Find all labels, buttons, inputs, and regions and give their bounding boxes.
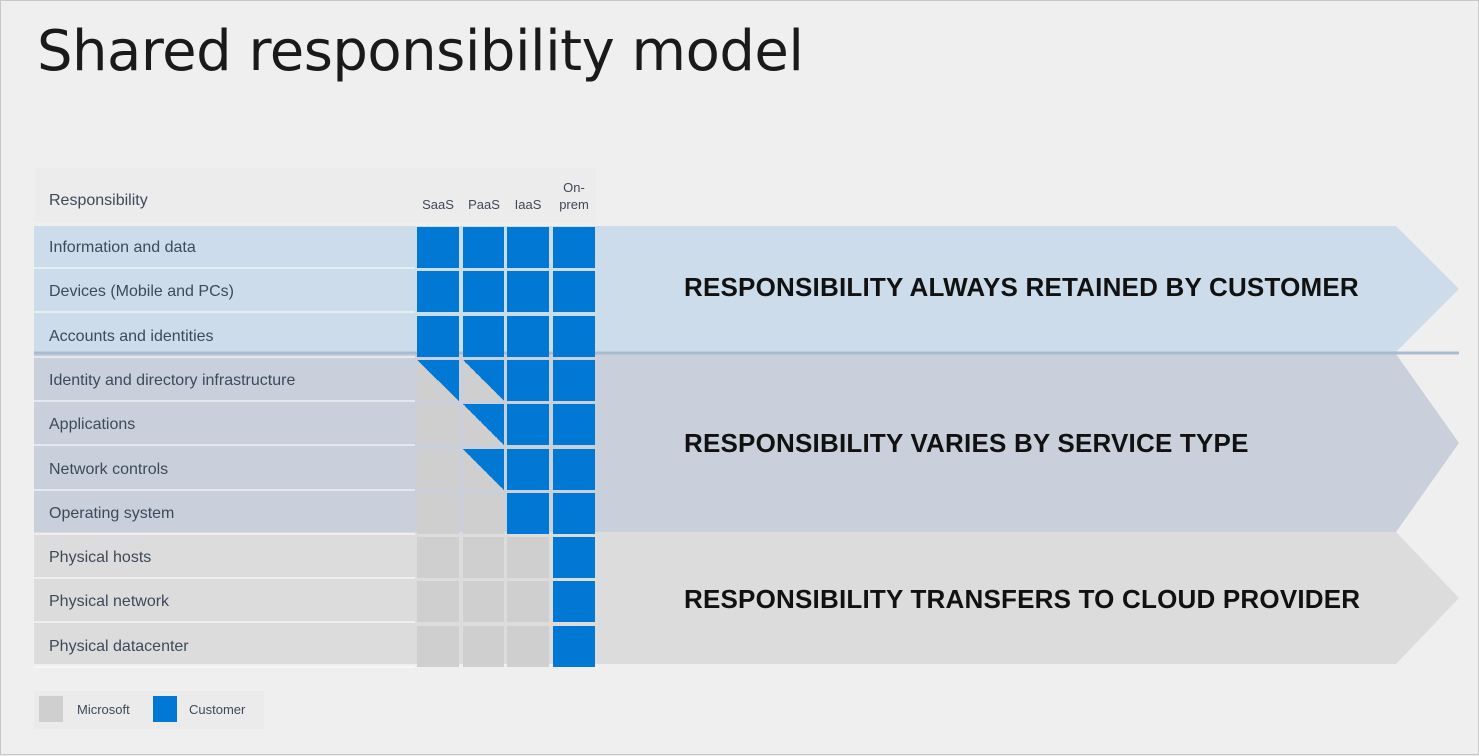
cell-customer [553,359,595,401]
cell-microsoft [417,625,459,667]
cell-shared [463,359,504,401]
responsibility-row-label: Physical network [34,581,415,624]
cell-microsoft [507,581,549,623]
cell-customer [463,271,504,313]
cell-microsoft [507,537,549,579]
responsibility-row-label: Accounts and identities [34,316,415,358]
band-customer-arrow [34,226,1459,352]
column-header-bg [416,168,596,223]
legend-microsoft-swatch [39,696,63,722]
cell-shared [463,404,504,446]
cell-customer [553,492,595,534]
cell-customer [553,315,595,357]
band-customer-text: RESPONSIBILITY ALWAYS RETAINED BY CUSTOM… [684,272,1359,302]
cell-microsoft [417,448,459,490]
cell-customer [417,315,459,357]
cell-customer [417,271,459,313]
legend-customer-swatch [153,696,177,722]
cell-customer [553,537,595,579]
cell-customer [507,227,549,268]
responsibility-row-label: Devices (Mobile and PCs) [34,271,415,314]
cell-customer [463,227,504,268]
responsibility-row-label: Applications [34,404,415,447]
cell-microsoft [417,492,459,534]
column-header-2: IaaS [514,197,542,212]
legend: Microsoft Customer [34,691,264,729]
cell-customer [553,227,595,268]
legend-customer-label: Customer [189,702,246,717]
column-header-3: On- prem [559,180,589,212]
cell-microsoft [507,625,549,667]
cell-customer [553,581,595,623]
column-header-0: SaaS [422,197,454,212]
cell-customer [553,448,595,490]
band-provider-arrow [34,532,1459,664]
cell-customer [507,492,549,534]
responsibility-row-label: Physical hosts [34,537,415,580]
cell-customer [507,315,549,357]
cell-customer [507,448,549,490]
band-varies-text: RESPONSIBILITY VARIES BY SERVICE TYPE [684,428,1249,458]
cell-shared [463,448,504,490]
responsibility-row-label: Network controls [34,449,415,491]
responsibility-header: Responsibility [34,168,416,223]
cell-microsoft [463,492,504,534]
legend-microsoft-label: Microsoft [77,702,130,717]
cell-microsoft [417,404,459,446]
cell-customer [553,404,595,446]
cell-microsoft [463,625,504,667]
cell-customer [553,271,595,313]
cell-microsoft [463,581,504,623]
cell-customer [463,315,504,357]
cell-microsoft [463,537,504,579]
cell-microsoft [417,537,459,579]
cell-customer [417,227,459,268]
responsibility-row-label: Information and data [34,227,415,269]
responsibility-row-label: Physical datacenter [34,626,415,668]
responsibility-row-label: Identity and directory infrastructure [34,360,415,402]
page-title: Shared responsibility model [37,19,804,84]
cell-shared [417,359,459,401]
cell-customer [507,271,549,313]
cell-customer [553,625,595,667]
responsibility-row-label: Operating system [34,493,415,535]
cell-microsoft [417,581,459,623]
cell-customer [507,359,549,401]
band-provider-text: RESPONSIBILITY TRANSFERS TO CLOUD PROVID… [684,584,1361,614]
cell-customer [507,404,549,446]
responsibility-label: Responsibility [49,192,148,209]
band-varies-arrow [34,354,1459,532]
column-header-1: PaaS [468,197,500,212]
